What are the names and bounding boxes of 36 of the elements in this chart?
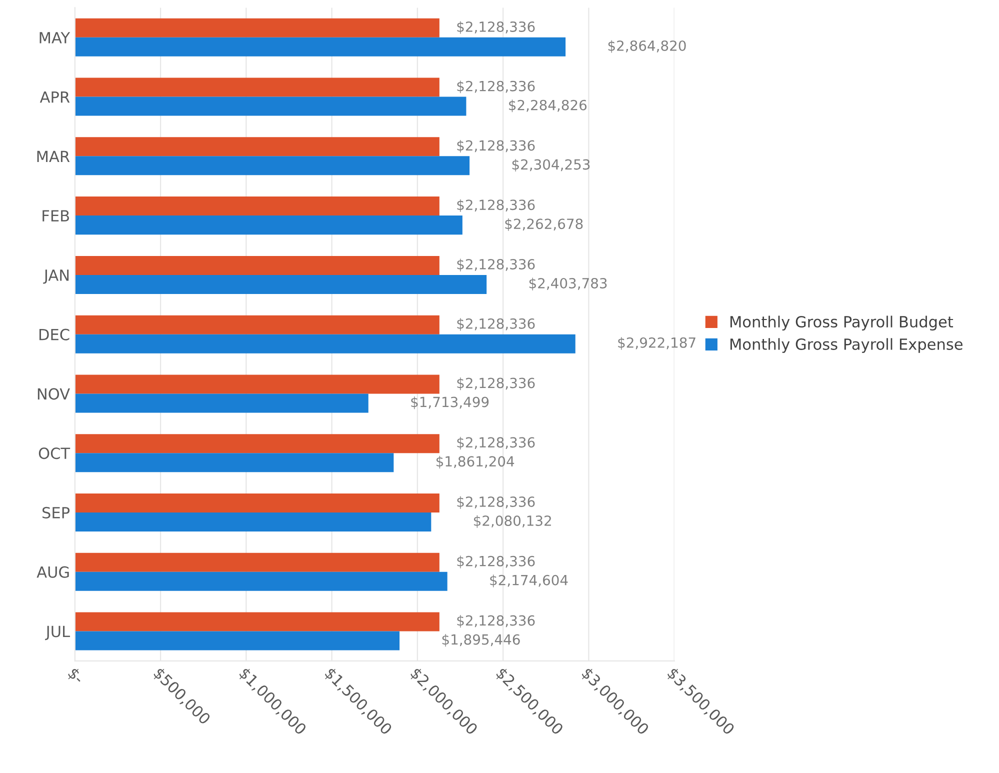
data-label: $2,128,336 — [457, 436, 535, 450]
y-tick-label: AUG — [36, 566, 69, 578]
data-label: $2,080,132 — [474, 515, 551, 528]
data-label: $2,262,678 — [505, 218, 583, 231]
data-label: $2,128,336 — [457, 615, 535, 628]
data-label: $2,128,336 — [457, 199, 535, 212]
legend-label: Monthly Gross Payroll Expense — [730, 338, 962, 353]
data-label: $2,128,336 — [457, 377, 535, 390]
data-label: $2,922,187 — [618, 337, 696, 350]
data-label: $2,128,336 — [457, 21, 535, 34]
y-tick-label: JUL — [45, 626, 70, 640]
data-label: $2,128,336 — [457, 140, 535, 153]
data-label: $2,128,336 — [457, 80, 535, 94]
y-tick-label: JAN — [43, 270, 69, 284]
data-label: $2,128,336 — [457, 556, 535, 568]
y-tick-label: DEC — [39, 328, 70, 340]
y-tick-label: SEP — [42, 506, 70, 518]
data-label: $2,128,336 — [457, 258, 535, 272]
data-label: $1,713,499 — [411, 396, 489, 410]
y-tick-label: MAR — [37, 150, 70, 162]
data-label: $2,284,826 — [509, 100, 587, 112]
y-tick-label: APR — [40, 91, 70, 103]
data-label: $2,174,604 — [490, 574, 568, 588]
y-tick-label: MAY — [40, 32, 70, 44]
data-label: $2,864,820 — [608, 40, 686, 53]
data-label: $2,128,336 — [457, 496, 535, 509]
data-label: $1,861,204 — [436, 456, 514, 468]
y-tick-label: FEB — [42, 210, 69, 222]
legend-label: Monthly Gross Payroll Budget — [730, 316, 954, 331]
data-label: $2,128,336 — [457, 318, 535, 331]
y-tick-label: NOV — [38, 388, 70, 400]
data-label: $2,304,253 — [512, 158, 590, 172]
data-label: $1,895,446 — [442, 634, 520, 647]
y-tick-label: OCT — [38, 448, 70, 460]
data-label: $2,403,783 — [529, 278, 607, 290]
x-tick-label: $- — [66, 666, 86, 686]
